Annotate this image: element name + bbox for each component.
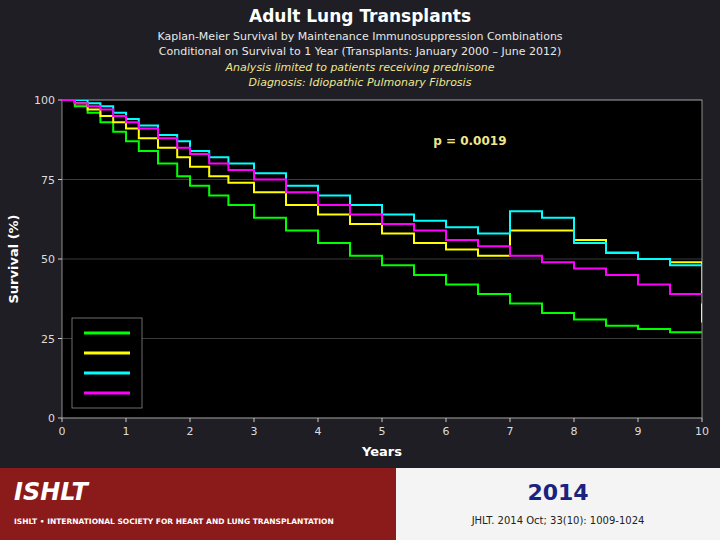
x-tick-label: 8 (571, 425, 578, 438)
y-tick (58, 418, 62, 419)
x-tick (190, 418, 191, 422)
footer-right (396, 468, 720, 540)
y-tick-label: 75 (41, 174, 55, 187)
y-axis-label: Survival (%) (6, 214, 21, 303)
footer-year: 2014 (527, 480, 588, 505)
x-tick (574, 418, 575, 422)
y-tick-label: 0 (48, 412, 55, 425)
plot-area (62, 100, 702, 418)
annotation: p = 0.0019 (433, 134, 506, 148)
x-tick-label: 4 (315, 425, 322, 438)
grid-line (62, 338, 702, 339)
x-tick (126, 418, 127, 422)
y-tick-label: 25 (41, 333, 55, 346)
subtitle: Analysis limited to patients receiving p… (225, 61, 495, 74)
survival-curve (62, 100, 702, 304)
footer-logo: ISHLT (14, 478, 90, 506)
y-tick (58, 259, 62, 260)
y-tick (58, 100, 62, 101)
grid-line (62, 179, 702, 180)
survival-curve (62, 100, 702, 332)
subtitle: Kaplan-Meier Survival by Maintenance Imm… (157, 30, 562, 43)
x-tick-label: 3 (251, 425, 258, 438)
x-tick-label: 1 (123, 425, 130, 438)
y-tick-label: 100 (34, 94, 55, 107)
y-tick-label: 50 (41, 253, 55, 266)
x-tick (446, 418, 447, 422)
y-tick (58, 338, 62, 339)
x-tick-label: 10 (695, 425, 709, 438)
x-tick (382, 418, 383, 422)
series-group (62, 100, 702, 332)
subtitle: Diagnosis: Idiopathic Pulmonary Fibrosis (249, 76, 472, 89)
x-tick (702, 418, 703, 422)
x-tick-label: 6 (443, 425, 450, 438)
legend-swatch (84, 372, 130, 375)
x-tick-label: 5 (379, 425, 386, 438)
legend-swatch (84, 352, 130, 355)
legend-swatch (84, 332, 130, 335)
x-tick-label: 0 (59, 425, 66, 438)
x-tick (254, 418, 255, 422)
subtitle: Conditional on Survival to 1 Year (Trans… (159, 45, 561, 58)
footer-citation: JHLT. 2014 Oct; 33(10): 1009-1024 (471, 515, 645, 526)
x-tick (638, 418, 639, 422)
x-tick-label: 7 (507, 425, 514, 438)
x-tick (318, 418, 319, 422)
x-tick (510, 418, 511, 422)
plot-frame (62, 100, 702, 418)
background (0, 0, 720, 540)
footer-left (0, 468, 396, 540)
title: Adult Lung Transplants (249, 6, 471, 26)
x-axis-label: Years (361, 444, 402, 459)
x-tick-label: 2 (187, 425, 194, 438)
x-tick (62, 418, 63, 422)
footer-org: ISHLT • INTERNATIONAL SOCIETY FOR HEART … (14, 517, 334, 526)
chart: Adult Lung Transplants Kaplan-Meier Survi… (0, 0, 720, 540)
legend-box (72, 318, 142, 408)
y-tick (58, 179, 62, 180)
legend-swatch (84, 392, 130, 395)
survival-curve (62, 100, 702, 323)
x-tick-label: 9 (635, 425, 642, 438)
